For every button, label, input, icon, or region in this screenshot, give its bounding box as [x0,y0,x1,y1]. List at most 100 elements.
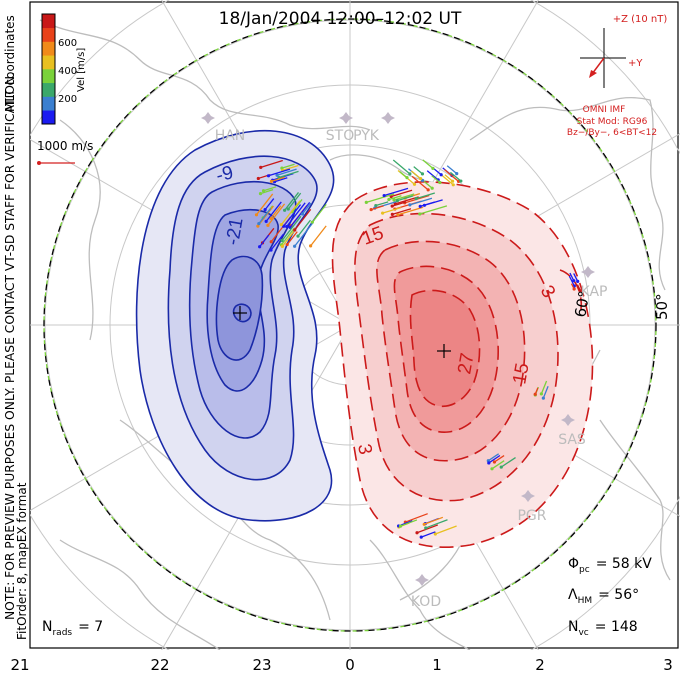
velocity-vector-origin [282,224,286,228]
velocity-vector [440,174,454,186]
station-han: HAN [201,112,245,144]
velocity-vector [289,201,311,228]
velocity-vector [282,164,299,172]
svg-text:KOD: KOD [411,594,441,610]
velocity-vector-origin [257,222,261,226]
velocity-vector-origin [266,223,270,227]
station-pyk: PYK [353,112,395,144]
velocity-vector [281,215,302,241]
colorbar-label: Vel [m/s] [76,48,87,92]
imf-by-label: +Y [628,58,643,69]
velocity-vector [568,275,575,287]
radar-count: Nrads = 7 [42,619,103,638]
velocity-vector-origin [382,193,386,198]
velocity-vector [444,169,459,182]
velocity-vector-origin [418,177,423,181]
velocity-vector-origin [414,196,418,201]
velocity-vector-origin [256,224,260,228]
svg-text:PYK: PYK [353,128,380,144]
latitude-label-50: 50° [653,293,671,320]
colorbar-segment [42,82,55,97]
velocity-vector-origin [426,188,430,192]
velocity-vector-origin [539,392,543,396]
velocity-vector [375,201,389,207]
velocity-vector-origin [269,179,274,184]
velocity-vector [255,193,274,216]
velocity-vector-origin [492,460,497,464]
velocity-vector-origin [418,204,422,208]
velocity-vector-origin [364,200,368,204]
velocity-vector [500,456,516,468]
velocity-vector-origin [405,176,409,180]
velocity-vector [400,519,418,527]
velocity-vector-origin [258,191,263,196]
velocity-vector [260,159,283,169]
velocity-vector [284,192,300,211]
velocity-vector-origin [380,211,385,215]
velocity-vector-origin [261,189,266,193]
velocity-vector [435,525,457,535]
velocity-vector [286,202,306,227]
preview-note: NOTE: FOR PREVIEW PURPOSES ONLY. PLEASE … [3,72,17,620]
velocity-vector [421,531,436,538]
mlt-label-1: 1 [432,656,442,674]
velocity-vector [280,200,301,225]
velocity-vector [366,193,395,204]
velocity-vector-origin [572,279,576,283]
station-kod: KOD [411,574,441,610]
velocity-vector-origin [576,279,580,283]
velocity-vector-origin [541,396,545,400]
colorbar-segment [42,96,55,111]
velocity-vector [280,227,296,246]
velocity-vector-origin [300,212,305,216]
hm-boundary-latitude: ΛHM = 56° [568,587,639,606]
colorbar-segment [42,14,55,29]
colorbar-tick-200: 200 [58,94,77,105]
velocity-vector-origin [259,165,263,170]
velocity-vector-origin [439,173,443,177]
positive-contour-edge [559,269,582,316]
velocity-vector [270,205,282,219]
velocity-vector-origin [285,224,289,229]
svg-text:PGR: PGR [517,508,546,524]
velocity-vector [294,208,312,231]
velocity-vector-origin [280,238,284,243]
velocity-vector-origin [293,244,297,248]
velocity-vector-origin [455,172,459,176]
velocity-vector-origin [415,531,419,535]
velocity-vector-origin [420,172,425,176]
velocity-vector-origin [387,197,391,202]
velocity-vector-origin [572,287,576,291]
velocity-vector-origin [533,392,537,396]
velocity-vector [423,181,433,189]
imf-bins: Bz−/By−, 6<BT<12 [567,128,657,138]
velocity-vector-origin [408,172,412,176]
velocity-vector-origin [254,213,259,217]
velocity-vector [297,219,311,237]
velocity-vector [270,233,284,251]
velocity-vector-origin [256,176,260,181]
velocity-vector-origin [578,289,583,293]
velocity-vector-origin [286,207,290,211]
velocity-vector [494,455,505,463]
imf-source: OMNI IMF [583,105,626,115]
velocity-vector-origin [419,535,423,539]
velocity-vector [425,519,448,529]
velocity-vector [276,168,297,176]
velocity-vector-origin [310,220,314,224]
station-sto: STO [326,112,354,144]
mlt-axis: 21 22 23 0 1 2 3 [10,656,672,674]
velocity-vectors [254,159,583,539]
velocity-vector-origin [369,207,373,212]
contour-label-pos-3-bottom: 3 [353,442,376,456]
velocity-vector [426,170,439,181]
contour-labels: -9 -21 15 3 27 15 3 [214,162,559,456]
velocity-vector-origin [374,203,378,208]
contour-label-pos-27: 27 [454,351,478,375]
svg-text:SAS: SAS [558,432,586,448]
imf-clock [580,28,626,88]
velocity-vector-origin [269,240,273,244]
velocity-vector-origin [263,208,267,212]
contour-label-neg-9: -9 [214,162,236,187]
colorbar-segment [42,110,55,125]
